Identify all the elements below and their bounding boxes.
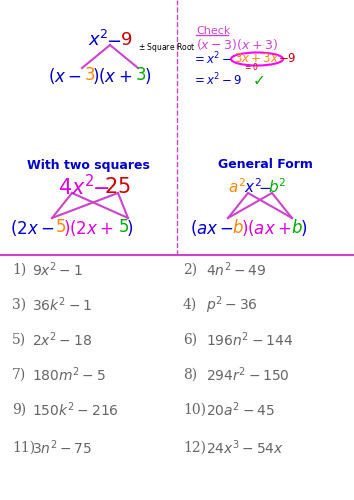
Text: $)(ax+$: $)(ax+$ [241, 218, 291, 238]
Text: $36k^2 - 1$: $36k^2 - 1$ [32, 296, 92, 314]
Text: $25$: $25$ [104, 177, 131, 197]
Text: $b^2$: $b^2$ [268, 178, 286, 197]
Text: $150k^2 - 216$: $150k^2 - 216$ [32, 400, 119, 419]
Text: 9): 9) [12, 403, 26, 417]
Text: 7): 7) [12, 368, 26, 382]
Text: $5$: $5$ [55, 220, 66, 236]
Text: $294r^2 - 150$: $294r^2 - 150$ [206, 366, 290, 384]
Text: Check: Check [196, 26, 230, 36]
Text: 5): 5) [12, 333, 26, 347]
Text: 6): 6) [183, 333, 197, 347]
Text: $4x^2$: $4x^2$ [58, 174, 95, 200]
Text: $)(x+$: $)(x+$ [92, 66, 132, 86]
Text: $x^2$: $x^2$ [244, 178, 262, 197]
Text: $)$: $)$ [144, 66, 151, 86]
Text: $3x + 3x$: $3x + 3x$ [234, 52, 279, 66]
Text: $180m^2 - 5$: $180m^2 - 5$ [32, 366, 106, 384]
Text: $b$: $b$ [291, 219, 303, 237]
Text: 11): 11) [12, 441, 35, 455]
Text: $= x^2 - 9$: $= x^2 - 9$ [192, 72, 242, 88]
Text: $(x-3)(x+3)$: $(x-3)(x+3)$ [196, 36, 278, 52]
Text: 4): 4) [183, 298, 197, 312]
Text: $3n^2 - 75$: $3n^2 - 75$ [32, 438, 92, 458]
Text: $)$: $)$ [126, 218, 133, 238]
Text: $-$: $-$ [258, 180, 271, 194]
Text: $24x^3 - 54x$: $24x^3 - 54x$ [206, 438, 284, 458]
Text: $= x^2 -$: $= x^2 -$ [192, 50, 233, 68]
Text: $4n^2 - 49$: $4n^2 - 49$ [206, 260, 267, 280]
Text: 1): 1) [12, 263, 26, 277]
Text: 8): 8) [183, 368, 197, 382]
Text: $(x-$: $(x-$ [48, 66, 82, 86]
Text: $(ax-$: $(ax-$ [190, 218, 234, 238]
Text: $x^2$: $x^2$ [88, 30, 108, 50]
Text: $p^2 - 36$: $p^2 - 36$ [206, 294, 258, 316]
Text: $- 9$: $- 9$ [278, 52, 296, 66]
Text: $3$: $3$ [135, 68, 146, 84]
Text: $(2x-$: $(2x-$ [10, 218, 54, 238]
Text: $)$: $)$ [300, 218, 307, 238]
Text: 3): 3) [12, 298, 26, 312]
Text: $=0$: $=0$ [243, 62, 259, 72]
Text: $9x^2 - 1$: $9x^2 - 1$ [32, 260, 83, 280]
Text: $196n^2 - 144$: $196n^2 - 144$ [206, 330, 293, 349]
Text: $2x^2 - 18$: $2x^2 - 18$ [32, 330, 92, 349]
Text: General Form: General Form [218, 158, 313, 172]
Text: $3$: $3$ [84, 68, 95, 84]
Text: 10): 10) [183, 403, 206, 417]
Text: $\checkmark$: $\checkmark$ [252, 72, 264, 88]
Text: 12): 12) [183, 441, 206, 455]
Text: $-$: $-$ [92, 177, 109, 197]
Text: $a^2$: $a^2$ [228, 178, 246, 197]
Text: With two squares: With two squares [27, 158, 149, 172]
Text: $\pm$ Square Root: $\pm$ Square Root [138, 40, 196, 54]
Text: $)(2x+$: $)(2x+$ [63, 218, 114, 238]
Text: $9$: $9$ [120, 31, 132, 49]
Text: $5$: $5$ [118, 220, 129, 236]
Text: $20a^2 - 45$: $20a^2 - 45$ [206, 400, 275, 419]
Text: $-$: $-$ [107, 31, 121, 49]
Text: $b$: $b$ [232, 219, 244, 237]
Text: 2): 2) [183, 263, 197, 277]
